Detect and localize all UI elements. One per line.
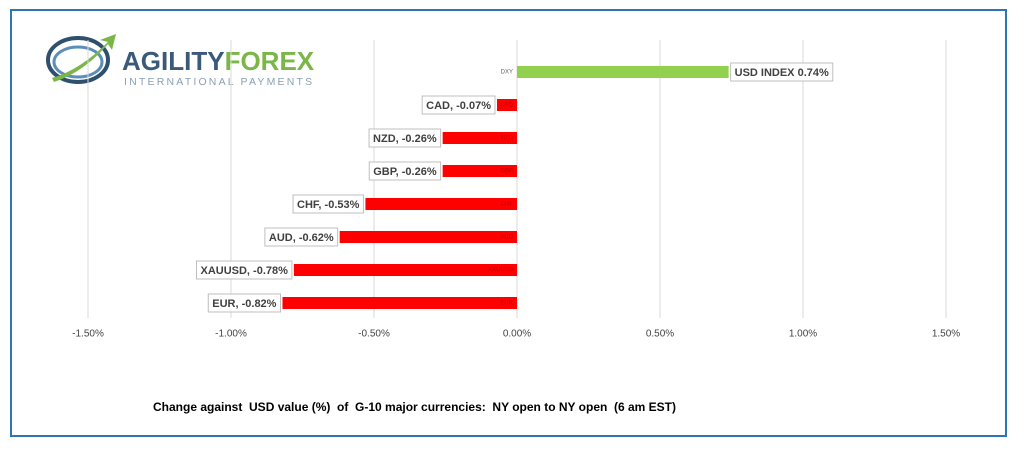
category-label: NZD bbox=[501, 136, 514, 142]
value-label-box bbox=[368, 161, 442, 181]
value-label-text: CAD, -0.07% bbox=[426, 100, 491, 112]
bar bbox=[517, 66, 729, 78]
bar bbox=[365, 198, 517, 210]
logo-swoosh bbox=[52, 45, 104, 79]
x-tick-label: 0.00% bbox=[503, 329, 531, 340]
x-tick-label: -0.50% bbox=[358, 329, 390, 340]
logo-brand: AGILITYFOREX bbox=[122, 46, 315, 76]
value-label-box bbox=[207, 293, 281, 313]
logo-tagline: INTERNATIONAL PAYMENTS bbox=[124, 76, 314, 88]
bar bbox=[282, 297, 517, 309]
frame bbox=[10, 9, 1007, 437]
category-label: AUD bbox=[500, 235, 513, 241]
value-label: AUD, -0.62% bbox=[264, 227, 339, 247]
value-label: GBP, -0.26% bbox=[368, 161, 442, 181]
value-label-box bbox=[292, 194, 364, 214]
logo-brand-second: FOREX bbox=[225, 46, 315, 76]
value-label-text: GBP, -0.26% bbox=[373, 166, 437, 178]
value-label: EUR, -0.82% bbox=[207, 293, 281, 313]
logo-arrow bbox=[52, 34, 116, 82]
value-label-text: EUR, -0.82% bbox=[212, 298, 276, 310]
value-label: NZD, -0.26% bbox=[368, 128, 442, 148]
value-label-box bbox=[421, 95, 496, 115]
value-label-text: USD INDEX 0.74% bbox=[735, 67, 829, 79]
value-label-box bbox=[730, 62, 834, 82]
category-label: EUR bbox=[500, 301, 513, 307]
value-label-text: CHF, -0.53% bbox=[297, 199, 360, 211]
value-label: CHF, -0.53% bbox=[292, 194, 364, 214]
value-label-box bbox=[368, 128, 442, 148]
value-label: XAUUSD, -0.78% bbox=[195, 260, 293, 280]
x-tick-label: -1.00% bbox=[215, 329, 247, 340]
category-label: CHF bbox=[501, 202, 514, 208]
x-tick-label: 1.50% bbox=[932, 329, 960, 340]
bar bbox=[496, 99, 517, 111]
category-label: GBP bbox=[500, 169, 513, 175]
bar bbox=[442, 132, 517, 144]
bar bbox=[339, 231, 517, 243]
value-label-text: AUD, -0.62% bbox=[269, 232, 334, 244]
category-label: XAUUSD bbox=[488, 268, 514, 274]
logo-swoosh bbox=[46, 36, 110, 84]
bar bbox=[293, 264, 517, 276]
value-label-text: NZD, -0.26% bbox=[373, 133, 437, 145]
category-label: DXY bbox=[501, 70, 513, 76]
x-tick-label: 0.50% bbox=[646, 329, 674, 340]
x-tick-label: 1.00% bbox=[789, 329, 817, 340]
x-tick-label: -1.50% bbox=[72, 329, 104, 340]
value-label: USD INDEX 0.74% bbox=[730, 62, 834, 82]
category-label: CAD bbox=[500, 103, 513, 109]
logo-brand-first: AGILITY bbox=[122, 46, 225, 76]
value-label-box bbox=[264, 227, 339, 247]
x-axis-title: Change against USD value (%) of G-10 maj… bbox=[153, 400, 676, 414]
bar bbox=[442, 165, 517, 177]
logo: AGILITYFOREX INTERNATIONAL PAYMENTS bbox=[46, 34, 315, 88]
value-label-box bbox=[195, 260, 293, 280]
value-label-text: XAUUSD, -0.78% bbox=[200, 265, 288, 277]
value-label: CAD, -0.07% bbox=[421, 95, 496, 115]
